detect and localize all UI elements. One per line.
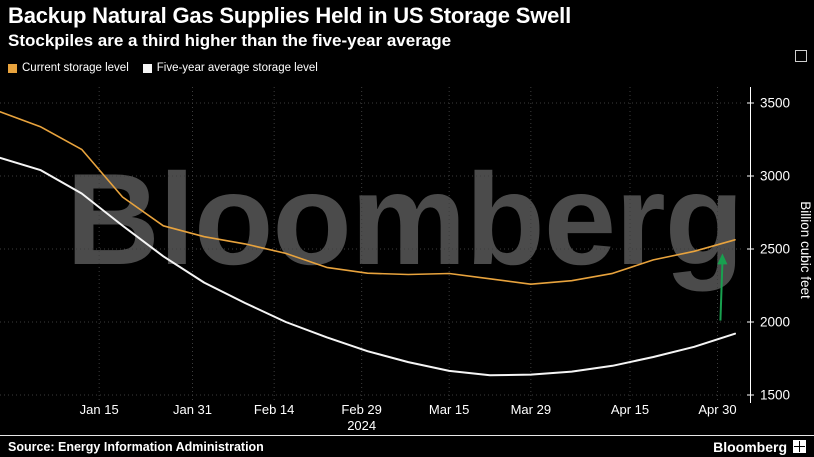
y-tick-label: 2500 [760,242,790,257]
bloomberg-brand-text: Bloomberg [713,438,787,455]
y-tick-label: 2000 [760,315,790,330]
expand-icon[interactable] [795,50,807,62]
legend-label-five-year: Five-year average storage level [156,62,318,74]
y-tick-label: 1500 [760,388,790,403]
annotation-arrow-shaft [719,262,724,321]
source-credit: Source: Energy Information Administratio… [8,439,264,454]
bloomberg-watermark: Bloomberg [66,146,744,292]
legend-item-five-year: Five-year average storage level [142,62,318,74]
annotation-arrow-head [717,253,728,265]
legend-label-current: Current storage level [22,62,129,74]
series-line-current [0,111,736,286]
legend: Current storage level Five-year average … [8,62,318,74]
y-tick-label: 3500 [760,96,790,111]
x-tick-label: Jan 31 [173,402,212,417]
y-axis-title: Billion cubic feet [798,201,813,299]
footer: Source: Energy Information Administratio… [8,437,806,456]
chart-subtitle: Stockpiles are a third higher than the f… [8,31,452,50]
x-tick-label: Feb 14 [254,402,294,417]
x-axis-year-label: 2024 [347,418,376,433]
footer-divider [0,435,814,436]
legend-swatch-five-year-icon [142,63,152,73]
legend-swatch-current-icon [8,63,17,73]
x-tick-label: Feb 29 [341,402,381,417]
bloomberg-logo-icon [793,440,806,453]
x-tick-label: Apr 30 [698,402,736,417]
series-line-five-year-average [0,156,736,377]
bloomberg-brand: Bloomberg [713,439,806,455]
legend-item-current: Current storage level [8,62,129,74]
y-tick-label: 3000 [760,169,790,184]
x-tick-label: Mar 15 [429,402,469,417]
x-tick-label: Mar 29 [511,402,551,417]
chart-title: Backup Natural Gas Supplies Held in US S… [8,3,571,28]
x-tick-label: Jan 15 [80,402,119,417]
x-tick-label: Apr 15 [611,402,649,417]
